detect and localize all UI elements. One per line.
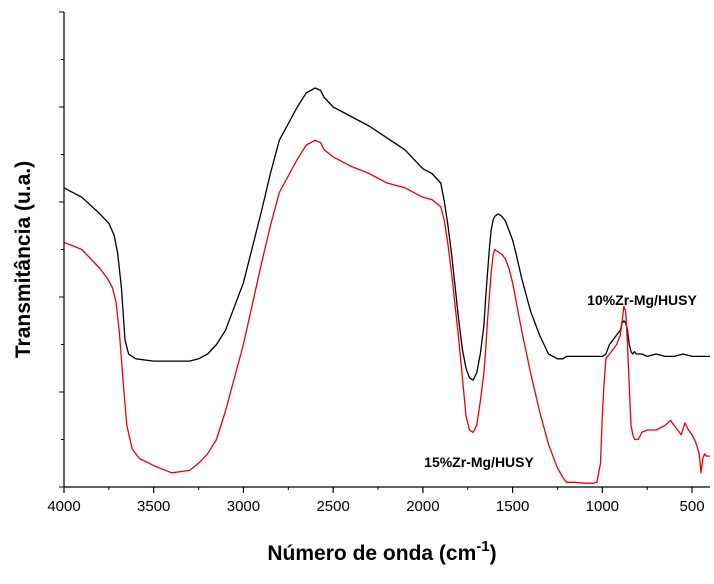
x-tick-label: 2000 <box>406 498 439 515</box>
y-axis-ticks <box>59 11 64 488</box>
x-tick-label: 4000 <box>47 498 80 515</box>
x-axis-title-main: Número de onda (cm <box>267 542 476 565</box>
series-label-15-zr: 15%Zr-Mg/HUSY <box>424 454 534 470</box>
x-tick-label: 1500 <box>496 498 529 515</box>
x-axis-ticks: 4000 3500 3000 2500 2000 1500 1000 500 <box>47 487 705 515</box>
series-label-10-zr: 10%Zr-Mg/HUSY <box>587 292 697 308</box>
series-line-10-zr <box>63 87 710 381</box>
x-tick-label: 3500 <box>137 498 170 515</box>
x-axis-title-close: ) <box>490 542 497 565</box>
x-axis-title-superscript: -1 <box>476 538 489 555</box>
y-axis-title: Transmitância (u.a.) <box>12 161 35 358</box>
x-tick-label: 3000 <box>227 498 260 515</box>
plot-area <box>63 87 710 484</box>
x-axis-title: Número de onda (cm-1) <box>267 538 496 565</box>
series-line-15-zr <box>63 139 710 484</box>
x-tick-label: 1000 <box>586 498 619 515</box>
x-tick-label: 2500 <box>316 498 349 515</box>
x-tick-label: 500 <box>680 498 705 515</box>
